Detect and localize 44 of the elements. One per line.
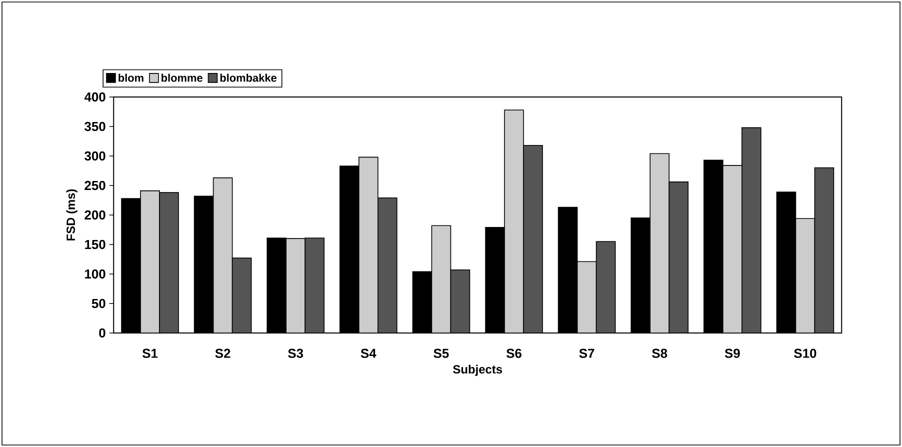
bar — [432, 226, 451, 333]
y-tick-label: 50 — [92, 298, 106, 308]
x-tick-label: S3 — [288, 348, 304, 358]
x-axis-title: Subjects — [453, 364, 502, 376]
x-tick-label: S1 — [142, 348, 158, 358]
bar — [596, 242, 616, 333]
bar — [742, 128, 761, 333]
bar — [450, 270, 470, 333]
bar — [795, 218, 816, 333]
x-tick-label: S2 — [215, 348, 230, 358]
bar — [305, 238, 324, 333]
bar — [577, 262, 596, 333]
y-axis-title: FSD (ms) — [66, 189, 78, 240]
y-tick-label: 400 — [84, 92, 106, 102]
bar — [378, 198, 397, 333]
bar — [358, 157, 378, 333]
y-tick-label: 150 — [85, 240, 106, 250]
x-tick-label: S4 — [360, 348, 376, 358]
bar — [524, 145, 543, 333]
bar — [232, 258, 252, 333]
y-tick-label: 0 — [99, 328, 106, 338]
x-tick-label: S5 — [434, 348, 449, 358]
bar — [160, 192, 179, 333]
y-tick-label: 100 — [85, 269, 106, 279]
x-tick-label: S7 — [579, 348, 594, 358]
bar — [669, 182, 688, 333]
y-tick-label: 300 — [84, 151, 106, 161]
x-tick-label: S10 — [794, 348, 816, 358]
y-tick-label: 250 — [84, 180, 106, 190]
legend-label: blomme — [162, 74, 202, 82]
y-tick-label: 200 — [84, 210, 106, 220]
bar — [814, 167, 834, 333]
y-tick-label: 350 — [84, 122, 106, 132]
x-tick-label: S9 — [724, 348, 740, 358]
bar — [650, 154, 670, 333]
x-tick-label: S8 — [652, 348, 668, 358]
bar — [722, 165, 742, 333]
bar — [286, 238, 306, 333]
bar — [213, 178, 232, 333]
x-tick-label: S6 — [506, 348, 522, 358]
legend-label: blom — [118, 74, 144, 82]
legend-label: blombakke — [220, 74, 277, 82]
bar — [504, 110, 524, 333]
bar — [140, 190, 160, 333]
